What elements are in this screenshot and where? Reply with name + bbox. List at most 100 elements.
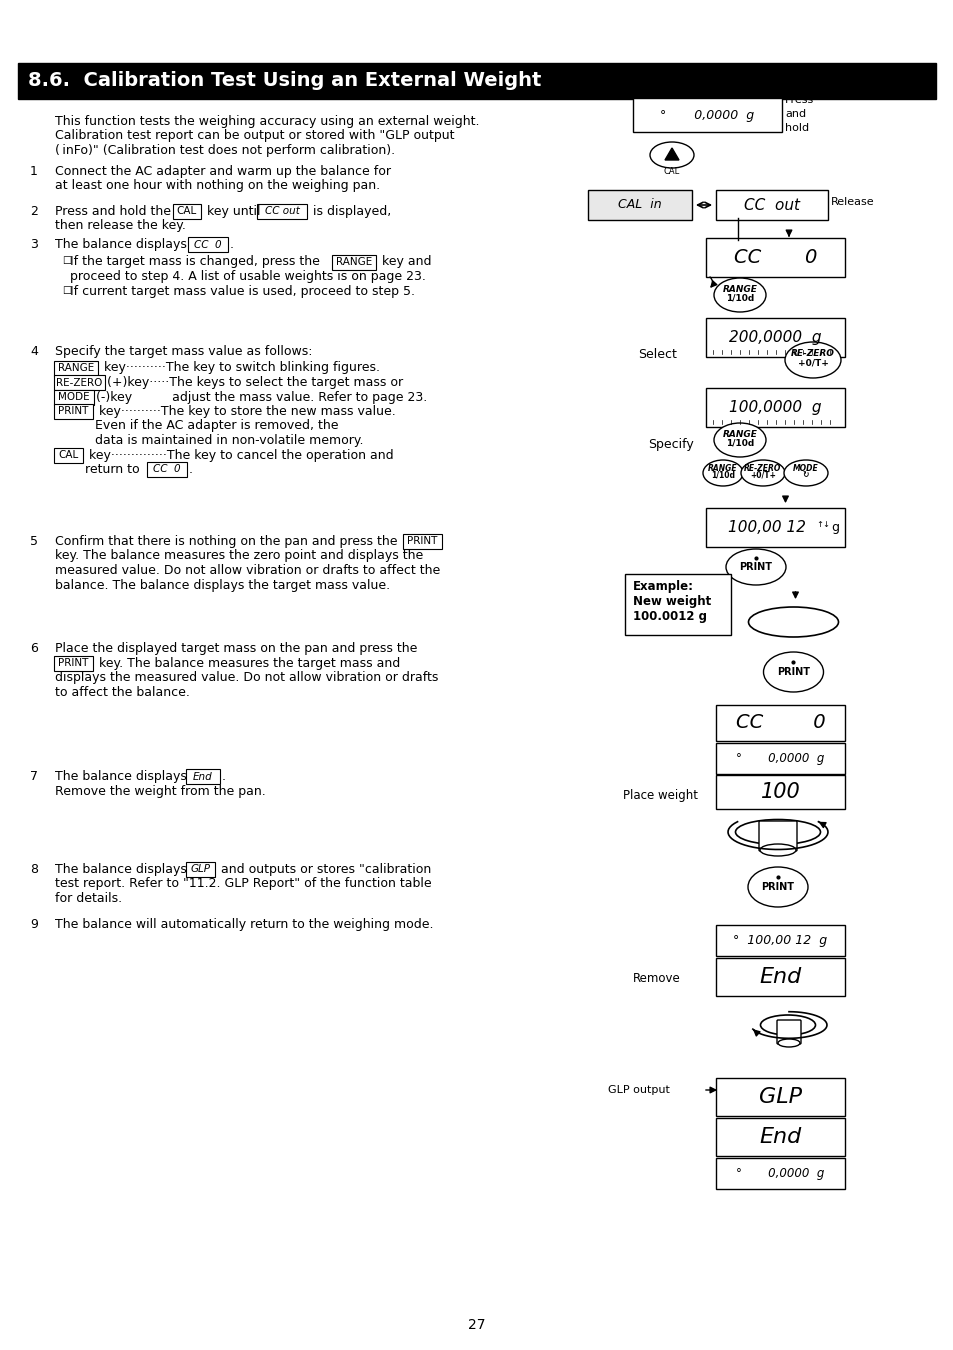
Text: 7: 7 [30, 769, 38, 783]
Text: End: End [759, 967, 801, 987]
FancyBboxPatch shape [716, 1079, 844, 1116]
Text: Select: Select [638, 348, 677, 360]
Text: 100,0000  g: 100,0000 g [728, 400, 821, 414]
Text: key··········The key to store the new mass value.: key··········The key to store the new ma… [95, 405, 395, 418]
Text: If current target mass value is used, proceed to step 5.: If current target mass value is used, pr… [70, 285, 415, 298]
Text: Place the displayed target mass on the pan and press the: Place the displayed target mass on the p… [55, 643, 417, 655]
Text: RANGE: RANGE [707, 464, 737, 472]
Text: 100: 100 [760, 782, 800, 802]
FancyBboxPatch shape [54, 447, 83, 463]
Text: at least one hour with nothing on the weighing pan.: at least one hour with nothing on the we… [55, 180, 379, 193]
Ellipse shape [713, 278, 765, 312]
Text: key··············The key to cancel the operation and: key··············The key to cancel the o… [85, 448, 394, 462]
Ellipse shape [762, 652, 822, 693]
Ellipse shape [725, 549, 785, 585]
FancyBboxPatch shape [54, 656, 92, 671]
Text: key. The balance measures the zero point and displays the: key. The balance measures the zero point… [55, 549, 423, 563]
Text: CC out: CC out [264, 207, 299, 216]
FancyBboxPatch shape [705, 319, 844, 356]
Text: Remove: Remove [633, 972, 680, 984]
Text: °  100,00 12  g: ° 100,00 12 g [733, 934, 826, 946]
Text: return to: return to [85, 463, 144, 477]
Text: If the target mass is changed, press the: If the target mass is changed, press the [70, 255, 323, 269]
Text: test report. Refer to "11.2. GLP Report" of the function table: test report. Refer to "11.2. GLP Report"… [55, 878, 431, 891]
Text: 5: 5 [30, 535, 38, 548]
Text: Calibration test report can be output or stored with "GLP output: Calibration test report can be output or… [55, 130, 454, 143]
FancyBboxPatch shape [705, 238, 844, 277]
Text: balance. The balance displays the target mass value.: balance. The balance displays the target… [55, 579, 390, 591]
Text: New weight: New weight [633, 595, 711, 608]
Text: RANGE: RANGE [335, 256, 372, 267]
Text: Press: Press [784, 95, 814, 105]
Text: PRINT: PRINT [58, 657, 89, 668]
Text: This function tests the weighing accuracy using an external weight.: This function tests the weighing accurac… [55, 115, 479, 128]
FancyBboxPatch shape [18, 63, 935, 99]
Ellipse shape [748, 608, 838, 637]
FancyBboxPatch shape [716, 705, 844, 741]
Text: CC        0: CC 0 [735, 714, 824, 733]
Text: measured value. Do not allow vibration or drafts to affect the: measured value. Do not allow vibration o… [55, 564, 439, 576]
Text: CC       0: CC 0 [733, 248, 817, 267]
Text: □: □ [62, 255, 71, 266]
Text: Specify: Specify [647, 437, 693, 451]
FancyBboxPatch shape [624, 574, 730, 634]
Text: The balance displays: The balance displays [55, 769, 191, 783]
Text: Remove the weight from the pan.: Remove the weight from the pan. [55, 784, 266, 798]
Text: RANGE: RANGE [58, 363, 94, 373]
Text: □: □ [62, 285, 71, 296]
Text: Specify the target mass value as follows:: Specify the target mass value as follows… [55, 346, 313, 358]
Text: and outputs or stores "calibration: and outputs or stores "calibration [216, 863, 431, 876]
Text: MODE: MODE [58, 392, 90, 402]
Text: 3: 3 [30, 238, 38, 251]
FancyBboxPatch shape [54, 390, 94, 405]
Text: PRINT: PRINT [776, 667, 809, 676]
Text: +0/T+: +0/T+ [797, 358, 827, 367]
Text: The balance will automatically return to the weighing mode.: The balance will automatically return to… [55, 918, 433, 932]
Text: MODE: MODE [792, 464, 818, 472]
FancyBboxPatch shape [776, 1021, 801, 1044]
Text: 6: 6 [30, 643, 38, 655]
Text: CAL  in: CAL in [618, 198, 661, 212]
Text: then release the key.: then release the key. [55, 220, 186, 232]
FancyBboxPatch shape [716, 743, 844, 774]
Ellipse shape [702, 460, 742, 486]
Text: The balance displays: The balance displays [55, 863, 191, 876]
Text: CAL: CAL [176, 207, 197, 216]
FancyBboxPatch shape [716, 925, 844, 956]
FancyBboxPatch shape [759, 821, 796, 850]
Text: data is maintained in non-volatile memory.: data is maintained in non-volatile memor… [95, 433, 363, 447]
Text: ↻: ↻ [802, 470, 808, 479]
FancyBboxPatch shape [332, 255, 375, 270]
Ellipse shape [760, 1015, 815, 1035]
Text: key until: key until [203, 205, 264, 217]
Ellipse shape [735, 819, 820, 845]
Text: The balance displays: The balance displays [55, 238, 191, 251]
Text: key and: key and [377, 255, 431, 269]
Ellipse shape [760, 844, 795, 856]
Text: 100.0012 g: 100.0012 g [633, 610, 706, 622]
Text: RE-ZERO: RE-ZERO [743, 464, 781, 472]
Text: 2: 2 [30, 205, 38, 217]
Text: CAL: CAL [58, 450, 78, 460]
Text: RE-ZERO: RE-ZERO [790, 350, 834, 358]
Text: 200,0000  g: 200,0000 g [728, 329, 821, 346]
Text: 1/10d: 1/10d [725, 293, 753, 302]
Text: Place weight: Place weight [622, 788, 698, 802]
FancyBboxPatch shape [587, 190, 691, 220]
Text: proceed to step 4. A list of usable weights is on page 23.: proceed to step 4. A list of usable weig… [70, 270, 425, 284]
Text: 27: 27 [468, 1318, 485, 1332]
Ellipse shape [747, 867, 807, 907]
Text: is displayed,: is displayed, [309, 205, 391, 217]
Text: 9: 9 [30, 918, 38, 932]
FancyBboxPatch shape [186, 769, 220, 784]
Ellipse shape [713, 423, 765, 458]
Text: 8: 8 [30, 863, 38, 876]
Text: Confirm that there is nothing on the pan and press the: Confirm that there is nothing on the pan… [55, 535, 401, 548]
Ellipse shape [783, 460, 827, 486]
Text: °       0,0000  g: ° 0,0000 g [659, 108, 754, 122]
Text: Release: Release [830, 197, 874, 207]
FancyBboxPatch shape [54, 360, 98, 375]
Text: °       0,0000  g: ° 0,0000 g [736, 752, 823, 765]
FancyBboxPatch shape [188, 238, 228, 252]
FancyBboxPatch shape [716, 958, 844, 996]
